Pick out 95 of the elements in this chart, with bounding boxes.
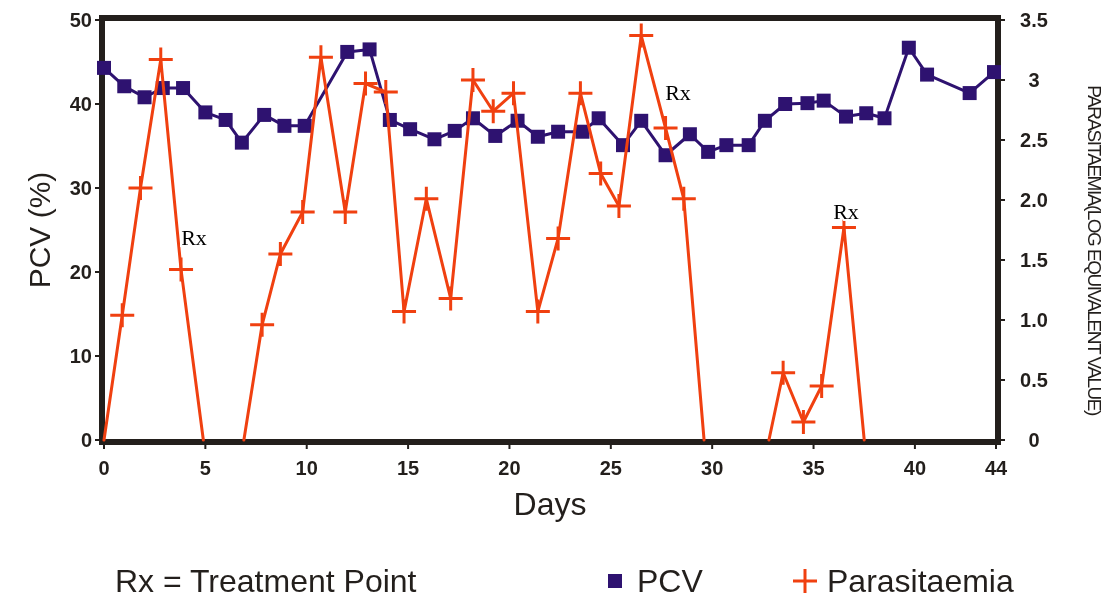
point [481,99,506,124]
y-tick-label: 40 [69,93,92,115]
point [117,79,132,94]
point [591,111,606,126]
point [741,138,756,153]
point [568,81,593,106]
point [986,65,1001,80]
point [268,242,293,266]
point [460,68,485,92]
annotation: Rx [181,225,207,250]
y2-tick-label: 1.0 [1020,309,1048,331]
point [920,67,935,82]
legend-label: PCV [637,563,704,599]
point [373,80,398,104]
point [629,23,654,48]
y-tick-label: 20 [69,261,92,283]
y2-tick-label: 1.5 [1020,249,1048,271]
point [427,132,442,147]
point [634,113,649,128]
y-tick-label: 50 [69,9,92,31]
y-tick-label: 30 [69,177,92,199]
point [257,107,272,122]
point [546,226,571,251]
y2-tick-label: 3.5 [1020,9,1048,31]
y-tick-label: 0 [80,429,92,451]
point [809,374,834,398]
point [97,60,111,75]
annotation: Rx [665,80,691,105]
point [501,81,526,106]
point [530,129,545,144]
y-axis-title: PCV (%) [23,171,56,289]
point [859,106,874,121]
point [176,81,191,96]
point [438,286,463,311]
point [791,410,816,434]
point [551,124,566,139]
point [403,122,418,137]
point [137,90,152,105]
x-tick-label: 20 [498,457,521,479]
point [169,257,194,282]
x-tick-label: 5 [199,457,211,479]
point [877,111,892,126]
point [333,200,358,224]
x-tick-label: 35 [802,457,825,479]
point [277,118,292,133]
x-tick-label: 10 [295,457,318,479]
point [362,42,377,57]
y2-tick-label: 3 [1028,69,1040,91]
point [128,176,153,200]
point [606,194,631,218]
point [488,128,503,143]
y-tick-label: 10 [69,345,92,367]
point [414,186,439,211]
point [719,138,734,153]
point [234,135,249,150]
point [290,200,315,224]
point [653,116,678,140]
text: Rx = Treatment Point [115,563,417,599]
annotation: Rx [833,199,859,224]
point [392,299,417,324]
y2-tick-label: 2.5 [1020,129,1048,151]
y2-axis-title: PARASITAEMIA(LOG EQUIVALENT VALUE) [1084,85,1104,416]
point [525,299,550,324]
point [353,71,378,96]
legend-label: Parasitaemia [827,563,1014,599]
y2-tick-label: 0.5 [1020,369,1048,391]
point [198,105,213,120]
point [778,97,793,111]
x-tick-label: 44 [984,457,1008,479]
point [771,360,796,385]
point [757,113,772,128]
x-axis-title: Days [513,486,587,522]
point [962,86,977,101]
point [838,109,853,124]
point [701,144,716,159]
point [800,96,815,111]
point [901,40,916,55]
point [297,118,312,133]
point [588,161,613,186]
point [340,44,355,59]
x-tick-label: 40 [903,457,927,479]
point [682,127,697,142]
point [250,312,275,337]
x-tick-label: 30 [701,457,724,479]
x-tick-label: 25 [599,457,622,479]
point [218,112,233,127]
y2-tick-label: 0 [1028,429,1040,451]
y2-tick-label: 2.0 [1020,189,1048,211]
x-tick-label: 15 [396,457,420,479]
point [816,93,831,108]
point [110,303,135,328]
x-tick-label: 0 [98,457,110,479]
point [308,45,333,70]
point [671,186,696,211]
point [447,123,462,138]
